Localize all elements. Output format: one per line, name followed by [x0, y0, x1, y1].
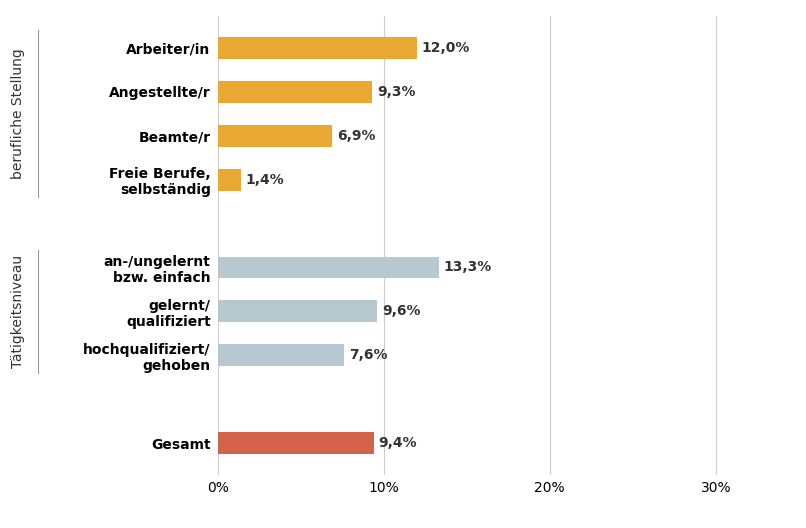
Text: berufliche Stellung: berufliche Stellung — [10, 48, 25, 179]
Bar — [218, 344, 344, 366]
Bar — [218, 257, 438, 278]
Text: 7,6%: 7,6% — [349, 348, 388, 362]
Text: 9,4%: 9,4% — [379, 436, 418, 450]
Text: Tätigkeitsniveau: Tätigkeitsniveau — [10, 255, 25, 368]
Bar — [218, 37, 417, 59]
Text: 13,3%: 13,3% — [443, 260, 492, 275]
Bar — [218, 125, 332, 147]
Text: 1,4%: 1,4% — [246, 173, 285, 186]
Text: 6,9%: 6,9% — [337, 129, 376, 143]
Bar — [218, 81, 372, 102]
Bar — [218, 168, 241, 191]
Bar — [218, 300, 377, 323]
Text: 9,3%: 9,3% — [377, 84, 416, 99]
Text: 9,6%: 9,6% — [382, 305, 421, 318]
Bar — [218, 432, 374, 454]
Text: 12,0%: 12,0% — [422, 41, 470, 55]
